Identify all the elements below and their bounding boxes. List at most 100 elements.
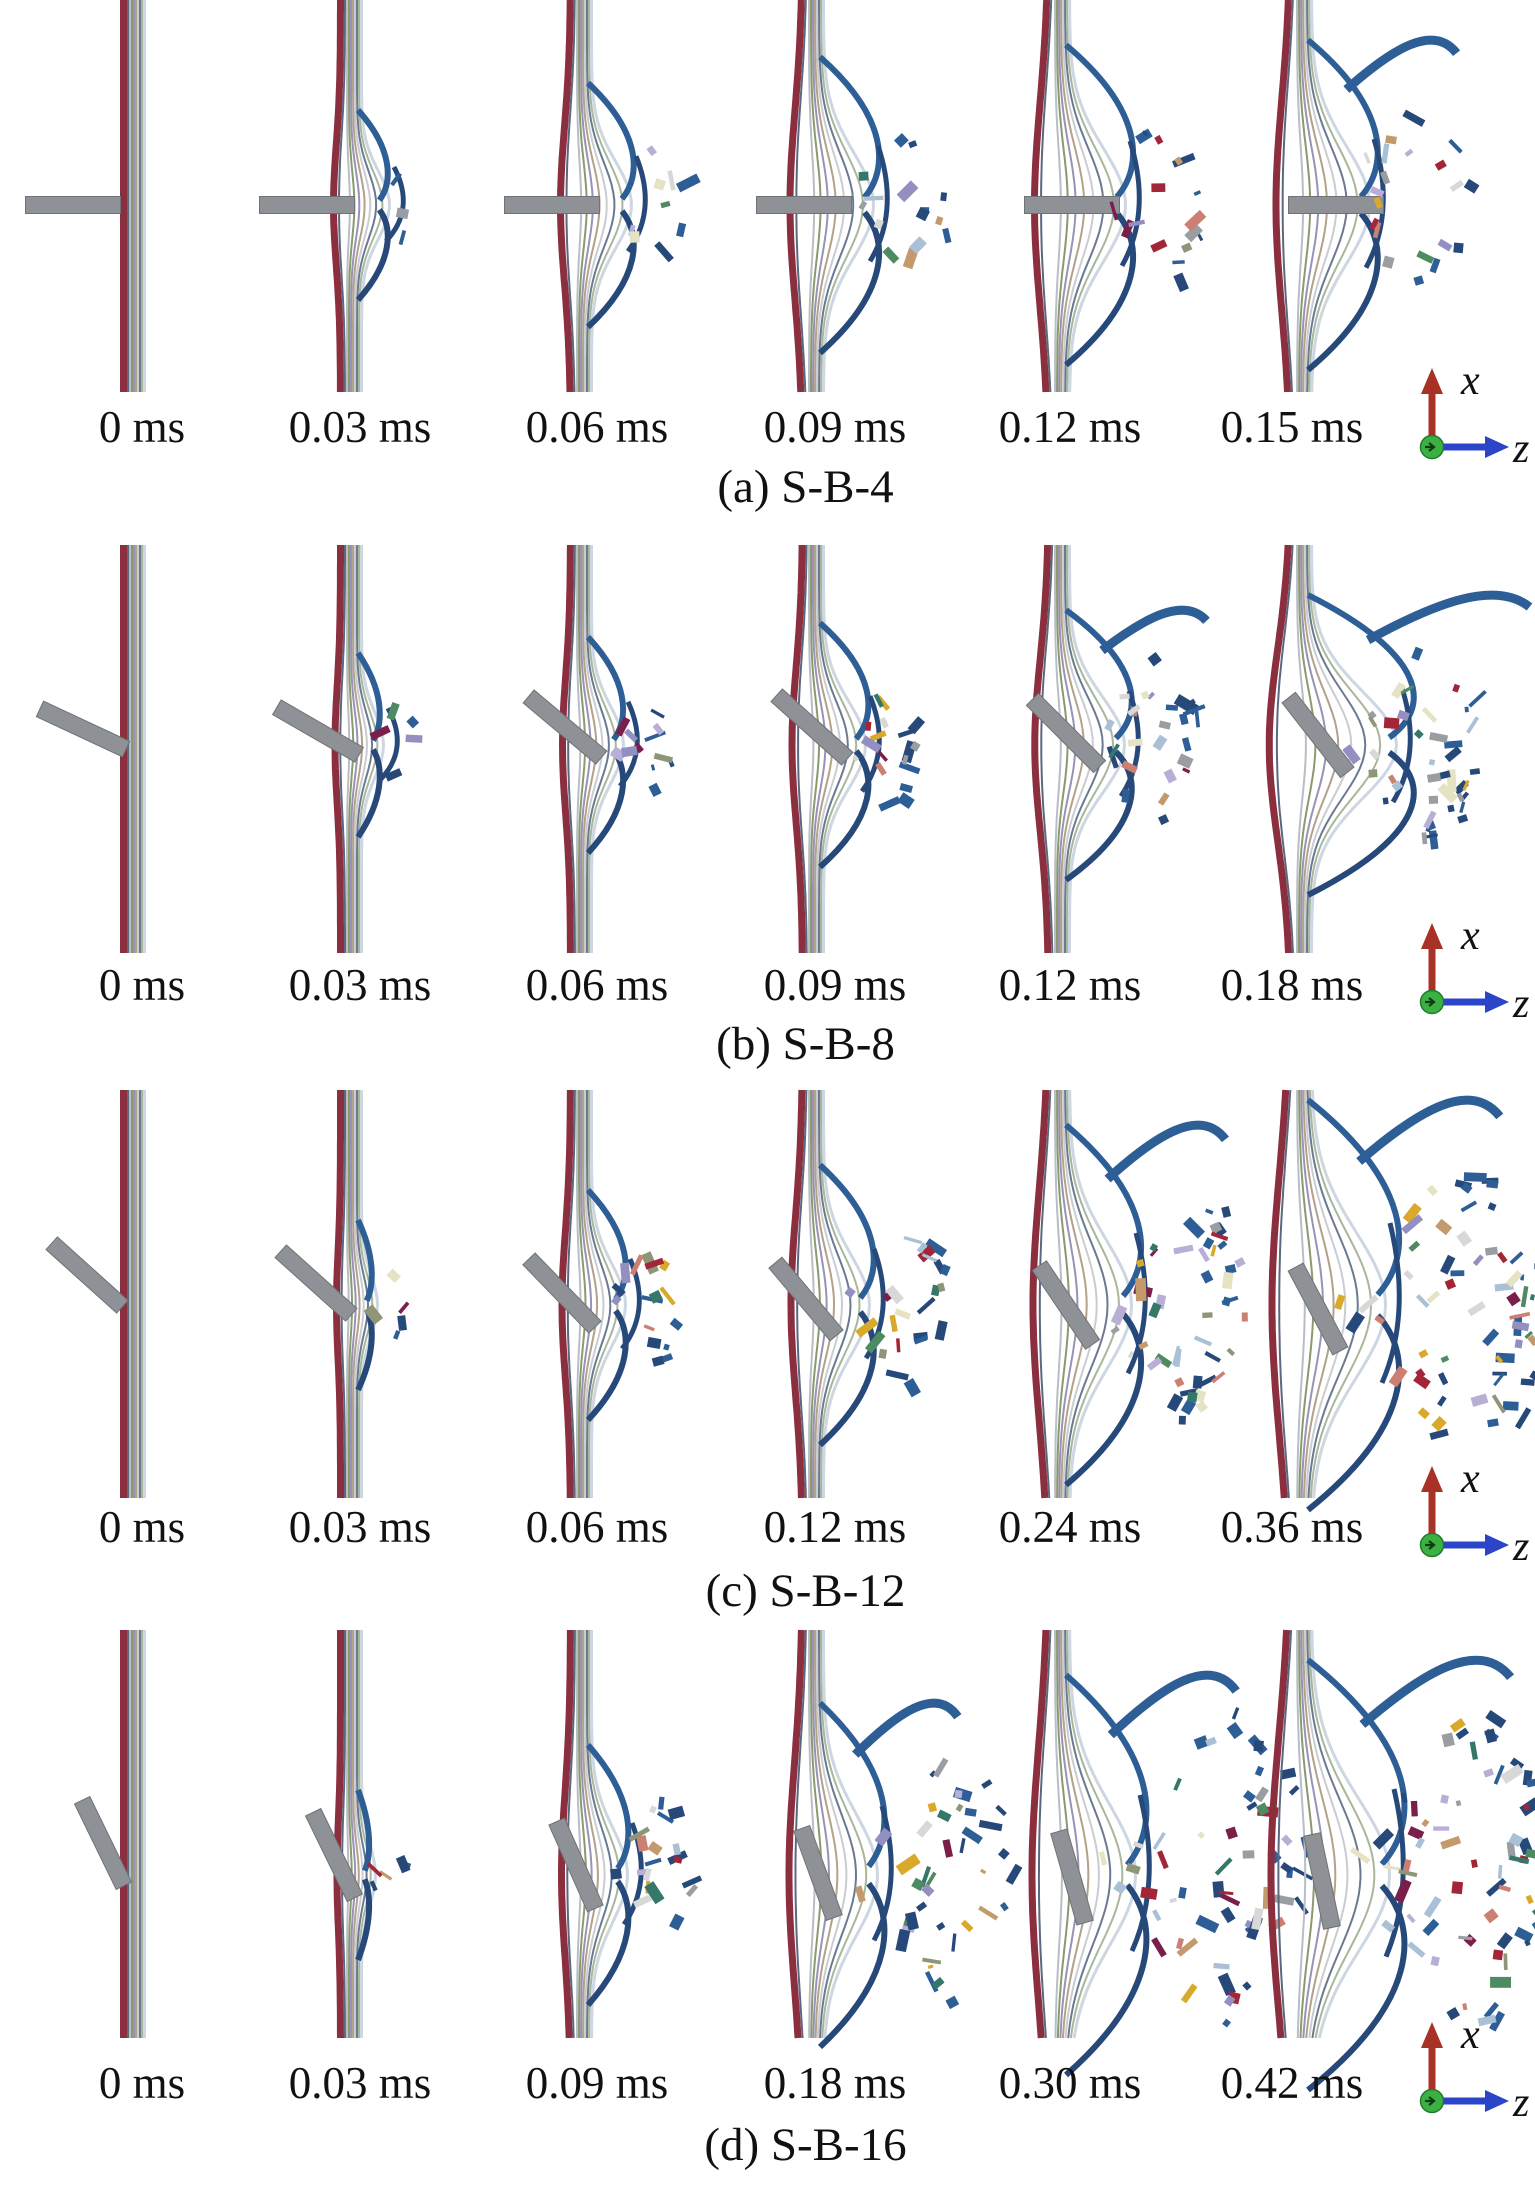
snapshot-a-6 (1272, 0, 1480, 393)
projectile-bar (304, 1807, 364, 1903)
projectile-bar (35, 700, 131, 758)
time-label: 0.12 ms (763, 1502, 907, 1552)
snapshot-c-4 (768, 1089, 951, 1499)
x-axis-label: x (1460, 2012, 1480, 2058)
axis-triad: xz (1419, 913, 1529, 1027)
projectile-bar (1287, 1262, 1349, 1356)
time-label: 0.06 ms (525, 402, 669, 452)
time-label: 0.03 ms (288, 402, 432, 452)
x-axis-label: x (1460, 1456, 1480, 1502)
projectile-bar (756, 196, 852, 214)
snapshot-b-1 (35, 545, 146, 953)
panel-caption: (d) S-B-16 (704, 2119, 907, 2171)
projectile-bar (259, 196, 355, 214)
z-axis-label: z (1512, 1524, 1529, 1570)
z-axis-label: z (1512, 981, 1529, 1027)
snapshot-b-4 (770, 544, 926, 954)
z-axis-label: z (1512, 426, 1529, 472)
snapshot-a-2 (259, 0, 410, 392)
projectile-bar (1050, 1828, 1094, 1926)
snapshot-strip-row-b (0, 544, 1535, 955)
z-axis-arrow (1432, 443, 1487, 451)
snapshot-c-6 (1268, 1089, 1535, 1513)
z-axis-arrow (1432, 1541, 1487, 1549)
snapshot-a-1 (25, 0, 146, 392)
projectile-bar (1031, 1260, 1101, 1350)
time-label: 0.03 ms (288, 2058, 432, 2108)
snapshot-b-6 (1265, 544, 1533, 954)
snapshot-d-4 (785, 1629, 1023, 2050)
projectile-bar (45, 1236, 129, 1314)
snapshot-b-5 (1025, 544, 1210, 954)
time-label: 0.18 ms (763, 2058, 907, 2108)
time-label: 0.12 ms (998, 960, 1142, 1010)
snapshot-d-6 (1267, 1629, 1535, 2093)
z-axis-label: z (1512, 2080, 1529, 2126)
x-axis-arrow (1428, 947, 1436, 1002)
snapshot-a-4 (756, 0, 952, 393)
time-label: 0.09 ms (763, 402, 907, 452)
time-label: 0.06 ms (525, 1502, 669, 1552)
projectile-bar (504, 196, 600, 214)
time-label: 0.15 ms (1220, 402, 1364, 452)
projectile-bar (1281, 691, 1355, 779)
snapshot-b-3 (522, 544, 675, 953)
panel-caption: (b) S-B-8 (716, 1018, 895, 1070)
projectile-bar (522, 1252, 602, 1334)
time-label: 0.09 ms (763, 960, 907, 1010)
projectile-bar (271, 699, 365, 763)
x-axis-label: x (1460, 913, 1480, 959)
snapshot-a-3 (504, 0, 701, 393)
snapshot-d-3 (548, 1630, 703, 2039)
panel-s-b-8: 0 ms 0.03 ms 0.06 ms 0.09 ms 0.12 ms 0.18 ms x… (0, 544, 1535, 1090)
projectile-bar (1303, 1832, 1341, 1930)
time-label: 0.06 ms (525, 960, 669, 1010)
snapshot-strip-row-a (0, 0, 1535, 398)
time-label: 0.36 ms (1220, 1502, 1364, 1552)
snapshot-c-2 (274, 1090, 410, 1498)
time-label: 0 ms (98, 2058, 186, 2108)
time-label: 0.03 ms (288, 960, 432, 1010)
projectile-bar (770, 688, 854, 766)
z-axis-arrow (1432, 998, 1487, 1006)
time-label: 0.09 ms (525, 2058, 669, 2108)
time-label: 0.12 ms (998, 402, 1142, 452)
z-axis-arrow (1432, 2097, 1487, 2105)
time-label: 0.18 ms (1220, 960, 1364, 1010)
x-axis-label: x (1460, 358, 1480, 404)
x-axis-arrow (1428, 1490, 1436, 1545)
x-axis-arrow (1428, 2046, 1436, 2101)
panel-s-b-12: 0 ms 0.03 ms 0.06 ms 0.12 ms 0.24 ms 0.36 ms x… (0, 1089, 1535, 1630)
panel-s-b-4: 0 ms 0.03 ms 0.06 ms 0.09 ms 0.12 ms 0.15 ms x… (0, 0, 1535, 545)
panel-caption: (c) S-B-12 (705, 1565, 906, 1617)
axis-triad: xz (1419, 1456, 1529, 1570)
axis-triad: xz (1419, 2012, 1529, 2126)
projectile-bar (522, 689, 608, 765)
time-label: 0 ms (98, 402, 186, 452)
projectile-bar (1025, 692, 1107, 774)
snapshot-c-5 (1029, 1089, 1248, 1499)
snapshot-b-2 (271, 545, 423, 953)
time-label: 0.30 ms (998, 2058, 1142, 2108)
snapshot-d-5 (1028, 1629, 1316, 2078)
projectile-bar (768, 1256, 844, 1342)
projectile-bar (25, 196, 121, 214)
projectile-bar (548, 1817, 604, 1913)
panel-caption: (a) S-B-4 (717, 461, 894, 513)
x-axis-arrow (1428, 392, 1436, 447)
time-label: 0 ms (98, 1502, 186, 1552)
time-label: 0.03 ms (288, 1502, 432, 1552)
time-label: 0 ms (98, 960, 186, 1010)
snapshot-d-1 (73, 1630, 146, 2038)
time-label: 0.42 ms (1220, 2058, 1364, 2108)
projectile-bar (73, 1795, 133, 1891)
panel-s-b-16: 0 ms 0.03 ms 0.09 ms 0.18 ms 0.30 ms 0.42 ms x… (0, 1629, 1535, 2185)
projectile-bar (1024, 196, 1120, 214)
projectile-bar (1288, 196, 1384, 214)
axis-triad: xz (1419, 358, 1529, 472)
snapshot-strip-row-c (0, 1089, 1535, 1513)
time-label: 0.24 ms (998, 1502, 1142, 1552)
snapshot-strip-row-d (0, 1629, 1535, 2093)
projectile-bar (274, 1244, 358, 1322)
projectile-bar (793, 1824, 843, 1922)
